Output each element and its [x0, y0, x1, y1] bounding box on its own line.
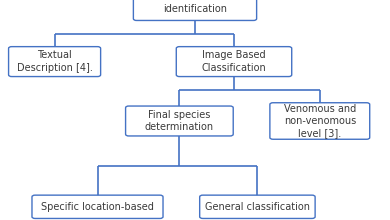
FancyBboxPatch shape	[133, 0, 257, 20]
FancyBboxPatch shape	[176, 47, 292, 77]
FancyBboxPatch shape	[9, 47, 101, 77]
FancyBboxPatch shape	[32, 195, 163, 218]
Text: identification: identification	[163, 4, 227, 14]
FancyBboxPatch shape	[126, 106, 233, 136]
Text: General classification: General classification	[205, 202, 310, 212]
Text: Image Based
Classification: Image Based Classification	[202, 50, 266, 73]
FancyBboxPatch shape	[270, 103, 370, 139]
Text: Final species
determination: Final species determination	[145, 110, 214, 132]
Text: Textual
Description [4].: Textual Description [4].	[17, 50, 92, 73]
Text: Venomous and
non-venomous
level [3].: Venomous and non-venomous level [3].	[284, 104, 356, 138]
FancyBboxPatch shape	[200, 195, 315, 218]
Text: Specific location-based: Specific location-based	[41, 202, 154, 212]
